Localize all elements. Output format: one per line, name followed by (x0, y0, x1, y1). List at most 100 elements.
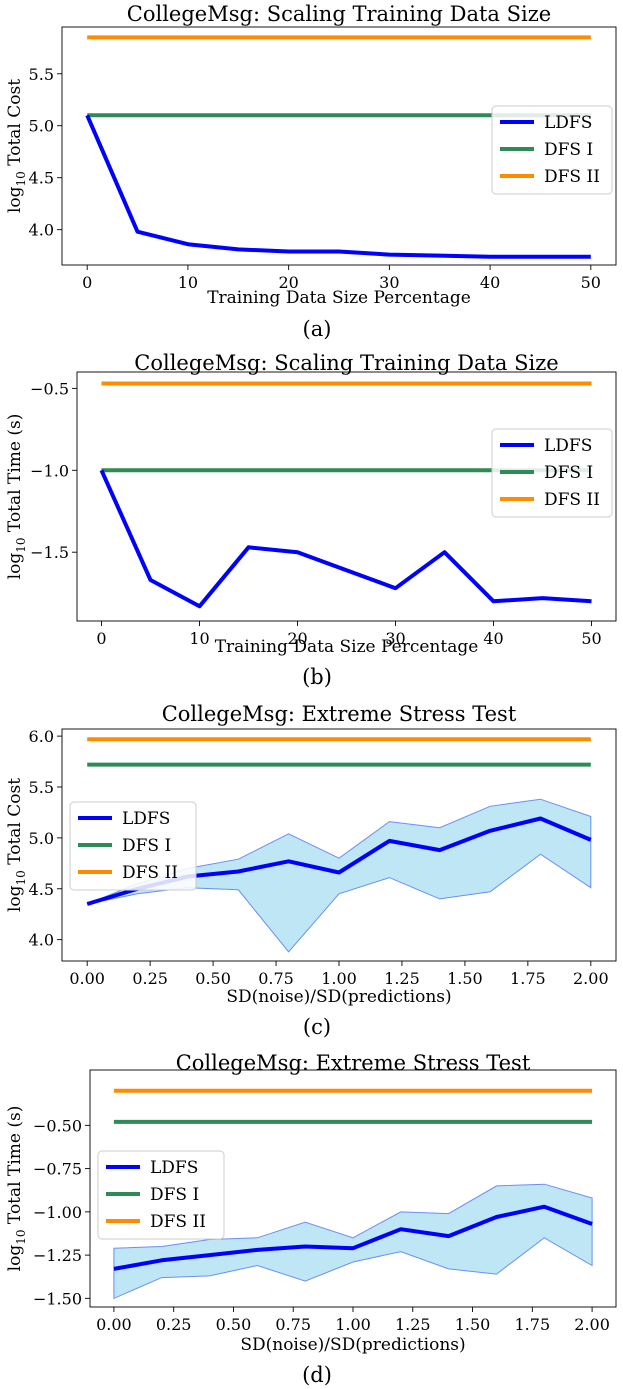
y-axis-label-rest: Total Cost (5, 79, 25, 171)
legend-box (69, 801, 197, 891)
x-axis-label: SD(noise)/SD(predictions) (240, 1335, 465, 1355)
x-tick-label: 0.50 (216, 1315, 252, 1334)
legend: LDFS DFS I DFS II (491, 105, 613, 195)
series-line-ldfs (99, 469, 592, 609)
legend: LDFS DFS I DFS II (69, 801, 197, 891)
x-axis-label: Training Data Size Percentage (207, 288, 471, 308)
legend-label-ldfs: LDFS (150, 1158, 198, 1178)
y-axis-label-rest: Total Cost (5, 778, 25, 870)
series-line-ldfs (113, 1204, 593, 1271)
y-tick-label: 6.0 (29, 727, 54, 746)
y-tick-label: 5.5 (29, 778, 54, 797)
y-tick-label: 5.0 (29, 829, 54, 848)
x-tick-label: 40 (480, 273, 500, 292)
y-axis-label: log10 Total Time (s) (5, 1106, 28, 1272)
x-tick-label: 0.00 (69, 969, 105, 988)
y-axis-label: log10 Total Cost (5, 778, 28, 912)
x-tick-label: 2.00 (574, 1315, 610, 1334)
x-tick-label: 1.75 (510, 969, 546, 988)
legend: LDFS DFS I DFS II (97, 1150, 225, 1240)
y-tick-label: 4.0 (29, 931, 54, 950)
chart-panel-a: CollegeMsg: Scaling Training Data Size 0 1… (5, 2, 617, 341)
legend-box (491, 105, 613, 195)
legend-label-dfs1: DFS I (544, 463, 593, 483)
y-tick-label: −1.25 (33, 1246, 82, 1265)
x-tick-label: 1.00 (335, 1315, 371, 1334)
y-tick-label: 4.0 (29, 221, 54, 240)
y-tick-label: −1.50 (33, 1289, 82, 1308)
y-axis-label-log: log (5, 553, 25, 580)
y-axis-label-log: log (5, 885, 25, 912)
x-tick-label: 40 (483, 629, 503, 648)
chart-title: CollegeMsg: Extreme Stress Test (162, 702, 517, 726)
x-tick-label: 0.25 (132, 969, 168, 988)
x-tick-label: 2.00 (573, 969, 609, 988)
x-tick-label: 1.25 (395, 1315, 431, 1334)
legend-box (491, 428, 613, 518)
legend-label-ldfs: LDFS (544, 113, 592, 133)
x-tick-label: 20 (278, 273, 298, 292)
y-axis-label-rest: Total Time (s) (5, 1106, 25, 1230)
figure-caption: (d) (302, 1363, 332, 1387)
y-axis-label-subscript: 10 (14, 870, 28, 885)
y-axis-label-log: log (5, 186, 25, 213)
chart-title: CollegeMsg: Scaling Training Data Size (134, 351, 558, 375)
legend-label-dfs1: DFS I (150, 1185, 199, 1205)
y-axis-label-subscript: 10 (14, 171, 28, 186)
chart-title: CollegeMsg: Extreme Stress Test (176, 1051, 531, 1075)
y-tick-label: −0.50 (33, 1116, 82, 1135)
chart-panel-b: CollegeMsg: Scaling Training Data Size 0 1… (5, 351, 617, 689)
x-tick-label: 0.00 (96, 1315, 132, 1334)
figure-caption: (b) (302, 665, 332, 689)
y-tick-label: −0.75 (33, 1160, 82, 1179)
y-axis-label-log: log (5, 1245, 25, 1272)
x-tick-label: 10 (189, 629, 209, 648)
x-axis-label: Training Data Size Percentage (215, 637, 479, 657)
ldfs-spread-band (113, 1183, 593, 1300)
x-tick-label: 0 (82, 273, 92, 292)
legend: LDFS DFS I DFS II (491, 428, 613, 518)
y-tick-label: −1.0 (30, 461, 69, 480)
x-tick-label: 20 (287, 629, 307, 648)
x-tick-label: 30 (385, 629, 405, 648)
x-tick-label: 50 (581, 273, 601, 292)
legend-label-ldfs: LDFS (122, 809, 170, 829)
x-tick-label: 50 (581, 629, 601, 648)
figure-caption: (a) (303, 317, 332, 341)
x-tick-label: 1.25 (384, 969, 420, 988)
y-tick-label: −1.5 (30, 543, 69, 562)
x-tick-label: 1.75 (515, 1315, 551, 1334)
x-tick-label: 0.75 (258, 969, 294, 988)
legend-label-dfs2: DFS II (544, 490, 600, 510)
legend-label-dfs2: DFS II (122, 863, 178, 883)
x-tick-label: 0.50 (195, 969, 231, 988)
x-tick-label: 10 (178, 273, 198, 292)
y-tick-label: 4.5 (29, 880, 54, 899)
y-tick-label: −0.5 (30, 379, 69, 398)
x-tick-label: 1.50 (455, 1315, 491, 1334)
legend-label-dfs1: DFS I (122, 836, 171, 856)
y-tick-label: −1.00 (33, 1203, 82, 1222)
y-axis-label-subscript: 10 (14, 1229, 28, 1244)
legend-box (97, 1150, 225, 1240)
y-tick-label: 5.0 (29, 117, 54, 136)
legend-label-dfs1: DFS I (544, 140, 593, 160)
x-tick-label: 1.00 (321, 969, 357, 988)
x-axis-label: SD(noise)/SD(predictions) (226, 987, 451, 1007)
chart-title: CollegeMsg: Scaling Training Data Size (127, 2, 551, 26)
legend-label-ldfs: LDFS (544, 436, 592, 456)
chart-panel-d: CollegeMsg: Extreme Stress Test 0.00 0.25 0… (5, 1051, 617, 1387)
x-tick-label: 30 (379, 273, 399, 292)
x-tick-label: 0.25 (156, 1315, 192, 1334)
y-axis-label-subscript: 10 (14, 537, 28, 552)
chart-panel-c: CollegeMsg: Extreme Stress Test 0.00 0.25 0… (5, 702, 617, 1039)
figure-caption: (c) (303, 1015, 331, 1039)
y-axis-label-rest: Total Time (s) (5, 414, 25, 538)
x-tick-label: 0 (96, 629, 106, 648)
y-axis-label: log10 Total Cost (5, 79, 28, 213)
y-tick-label: 4.5 (29, 169, 54, 188)
x-tick-label: 1.50 (447, 969, 483, 988)
y-tick-label: 5.5 (29, 65, 54, 84)
series-line-ldfs (85, 114, 591, 259)
